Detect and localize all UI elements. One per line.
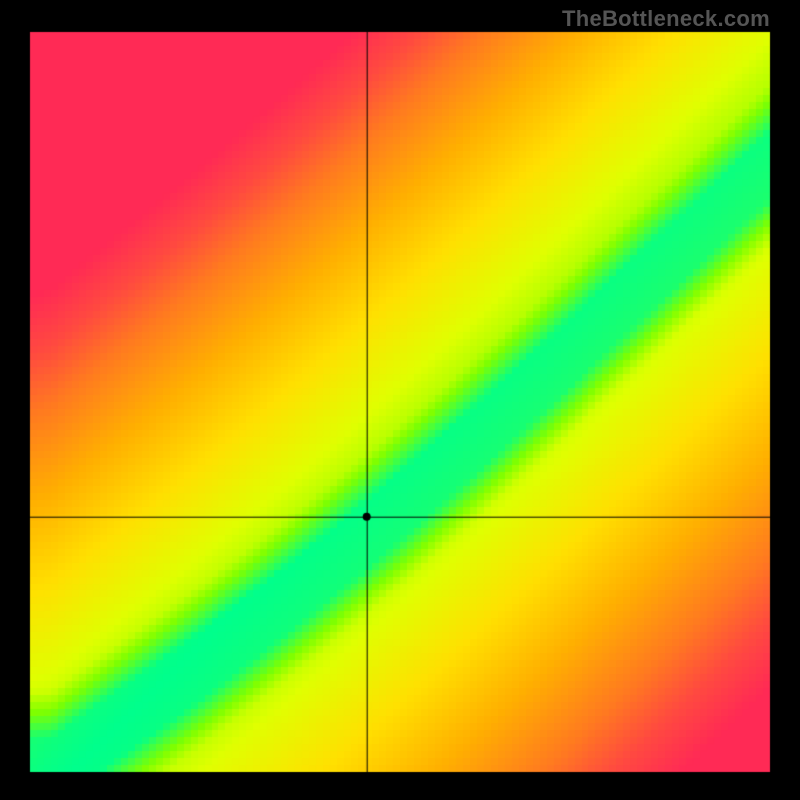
chart-container: TheBottleneck.com — [0, 0, 800, 800]
watermark-text: TheBottleneck.com — [562, 6, 770, 32]
heatmap-canvas — [0, 0, 800, 800]
